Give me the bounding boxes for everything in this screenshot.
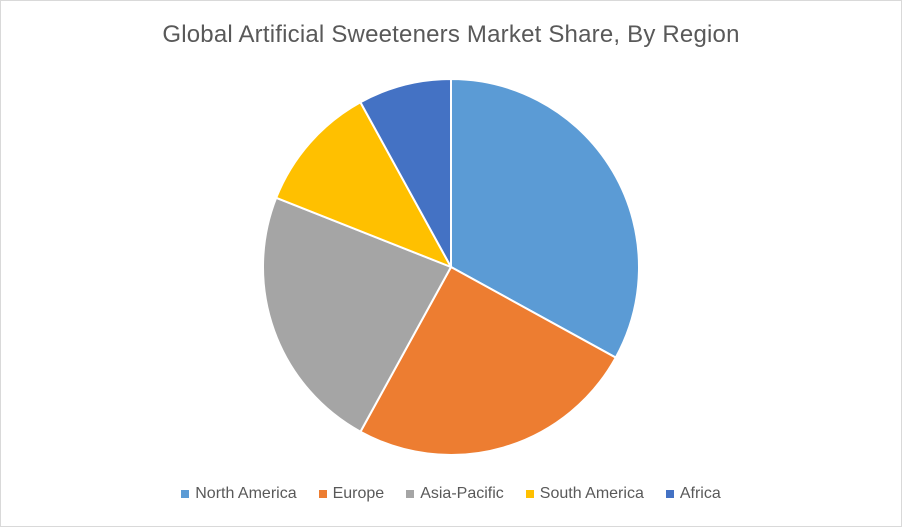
pie-slice-europe: [359, 265, 618, 456]
legend-swatch: [318, 490, 327, 498]
chart-legend: North America Europe Asia-Pacific South Ame…: [1, 485, 901, 503]
chart-title: Global Artificial Sweeteners Market Shar…: [162, 21, 740, 48]
pie-slice-south-america: [274, 100, 454, 269]
legend-swatch: [406, 490, 415, 498]
legend-swatch: [665, 490, 674, 498]
legend-label: North America: [195, 485, 297, 502]
legend-item-south-america: South America: [525, 485, 644, 503]
legend-swatch: [525, 490, 534, 498]
legend-swatch: [181, 490, 190, 498]
legend-item-africa: Africa: [665, 485, 721, 503]
legend-item-north-america: North America: [181, 485, 297, 503]
legend-item-asia-pacific: Asia-Pacific: [406, 485, 504, 503]
legend-label: Africa: [679, 485, 721, 502]
legend-label: Asia-Pacific: [420, 485, 504, 502]
legend-label: South America: [539, 485, 644, 502]
legend-item-europe: Europe: [318, 485, 385, 503]
legend-label: Europe: [332, 485, 385, 502]
pie-slice-north-america: [450, 77, 640, 359]
pie-slice-africa: [359, 77, 452, 268]
pie-slice-asia-pacific: [262, 196, 453, 434]
